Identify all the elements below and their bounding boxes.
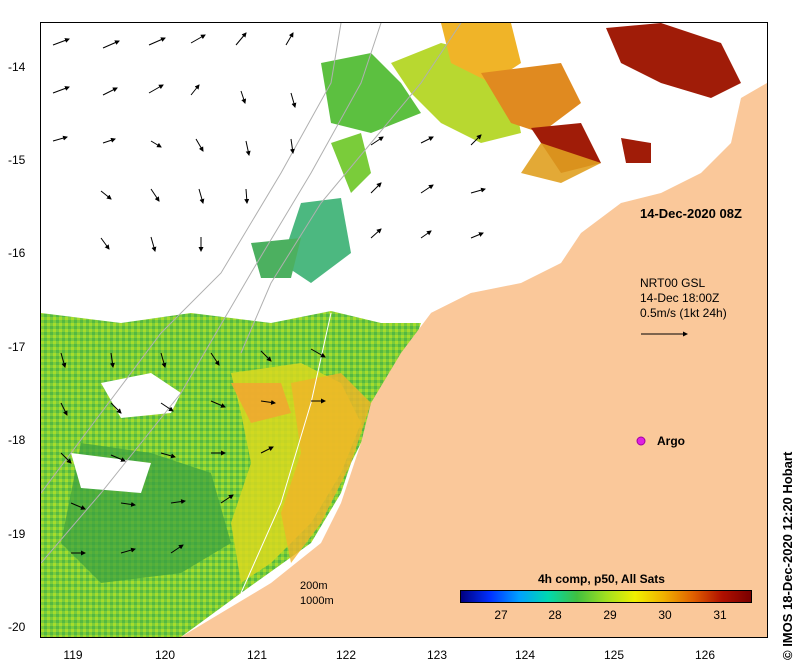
x-tick-label: 122 <box>335 648 357 662</box>
x-tick-label: 123 <box>426 648 448 662</box>
y-tick-label: -19 <box>8 527 26 541</box>
isobath-1000m <box>240 312 332 594</box>
land-peninsula <box>431 278 601 393</box>
isobath-200m-label: 200m <box>300 580 328 592</box>
timestamp-label: 14-Dec-2020 08Z <box>640 206 742 221</box>
y-tick-label: -15 <box>8 153 26 167</box>
y-tick-label: -18 <box>8 433 26 447</box>
colorbar-tick: 27 <box>494 608 508 622</box>
y-tick-label: -14 <box>8 60 26 74</box>
x-tick-label: 126 <box>694 648 716 662</box>
isobaths <box>41 23 462 564</box>
x-tick-label: 124 <box>514 648 536 662</box>
colorbar: 4h comp, p50, All Sats 27 28 29 30 31 <box>460 572 754 622</box>
x-tick-label: 119 <box>63 648 83 662</box>
argo-float-marker[interactable] <box>636 436 646 446</box>
isobath-1000m-label: 1000m <box>300 595 334 607</box>
colorbar-title: 4h comp, p50, All Sats <box>538 572 665 586</box>
y-tick-label: -17 <box>8 340 26 354</box>
current-scale-label: 0.5m/s (1kt 24h) <box>640 306 727 320</box>
colorbar-tick: 31 <box>713 608 727 622</box>
current-vectors <box>52 32 688 556</box>
x-tick-label: 121 <box>246 648 268 662</box>
current-source-label: NRT00 GSL <box>640 276 706 290</box>
sst-field <box>41 23 741 637</box>
x-tick-label: 120 <box>154 648 176 662</box>
y-tick-label: -16 <box>8 246 26 260</box>
colorbar-tick: 28 <box>548 608 562 622</box>
colorbar-tick: 30 <box>658 608 672 622</box>
y-tick-label: -20 <box>8 620 26 634</box>
colorbar-gradient <box>460 590 752 603</box>
colorbar-tick: 29 <box>603 608 617 622</box>
current-time-label: 14-Dec 18:00Z <box>640 291 720 305</box>
land-mass <box>181 83 767 637</box>
sst-map <box>41 23 767 637</box>
argo-label: Argo <box>657 434 685 448</box>
x-tick-label: 125 <box>603 648 625 662</box>
imos-credit: © IMOS 18-Dec-2020 12:20 Hobart <box>780 451 795 660</box>
map-plot-area <box>40 22 768 638</box>
